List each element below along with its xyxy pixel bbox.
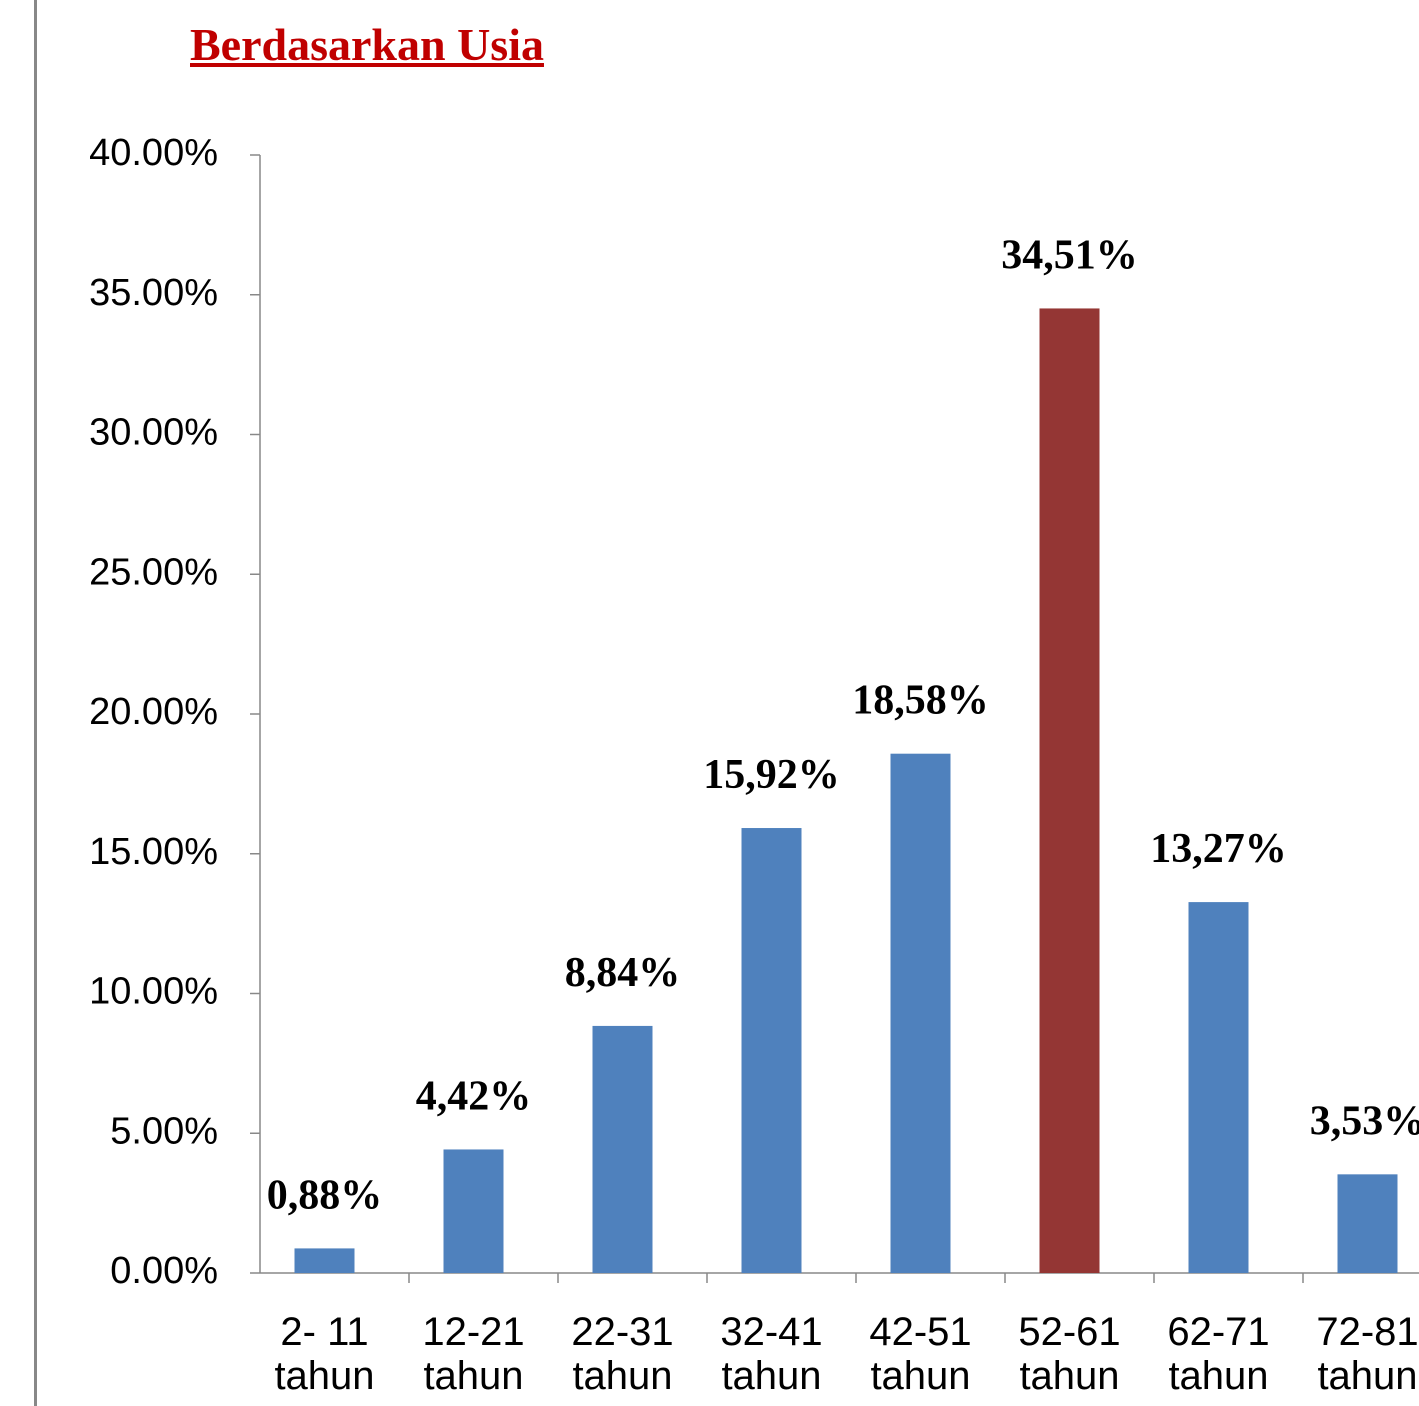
- value-label: 34,51%: [1001, 232, 1138, 278]
- bar: [891, 754, 951, 1273]
- x-tick-label: 12-21 tahun: [399, 1310, 549, 1398]
- bar: [742, 828, 802, 1273]
- y-tick-label: 10.00%: [89, 971, 218, 1013]
- value-label: 15,92%: [703, 752, 840, 798]
- bar: [444, 1149, 504, 1273]
- x-tick-label: 32-41 tahun: [697, 1310, 847, 1398]
- y-tick-label: 15.00%: [89, 831, 218, 873]
- value-label: 18,58%: [852, 678, 989, 724]
- bar: [593, 1026, 653, 1273]
- y-tick-label: 25.00%: [89, 551, 218, 593]
- y-tick-label: 5.00%: [110, 1110, 218, 1152]
- y-tick-label: 0.00%: [110, 1250, 218, 1292]
- chart: 0.00% 5.00% 10.00% 15.00% 20.00% 25.00% 30.00%…: [0, 0, 1419, 1406]
- value-label: 13,27%: [1150, 826, 1287, 872]
- x-tick-label: 42-51 tahun: [846, 1310, 996, 1398]
- value-label: 0,88%: [267, 1172, 383, 1218]
- value-label: 4,42%: [416, 1073, 532, 1119]
- x-tick-label: 52-61 tahun: [995, 1310, 1145, 1398]
- y-tick-label: 20.00%: [89, 691, 218, 733]
- x-tick-label: 72-81 tahun: [1293, 1310, 1419, 1398]
- bar: [1189, 902, 1249, 1273]
- bar: [295, 1248, 355, 1273]
- bar: [1338, 1174, 1398, 1273]
- page: Berdasarkan Usia 0.00%5.00%10.00%15.00%2…: [0, 0, 1419, 1406]
- y-tick-label: 30.00%: [89, 412, 218, 454]
- y-tick-label: 35.00%: [89, 272, 218, 314]
- x-tick-label: 22-31 tahun: [548, 1310, 698, 1398]
- x-tick-label: 62-71 tahun: [1144, 1310, 1294, 1398]
- value-label: 8,84%: [565, 950, 681, 996]
- value-label: 3,53%: [1310, 1098, 1419, 1144]
- bar: [1040, 308, 1100, 1273]
- x-tick-label: 2- 11 tahun: [250, 1310, 400, 1398]
- y-tick-label: 40.00%: [89, 132, 218, 174]
